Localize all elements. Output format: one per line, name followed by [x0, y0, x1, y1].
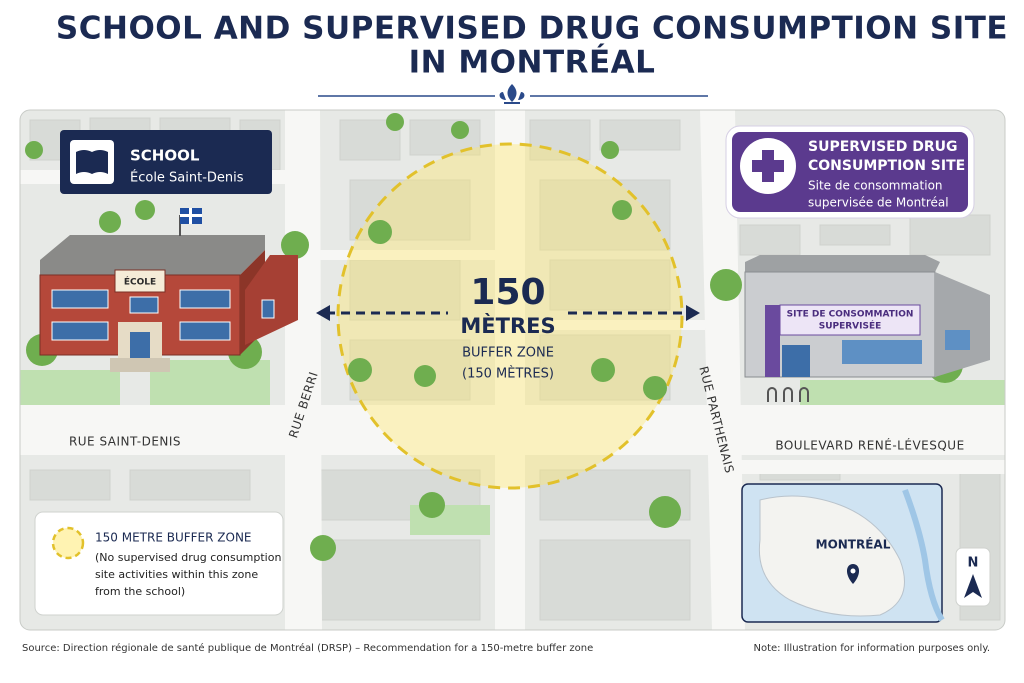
note: Note: Illustration for information purpo…	[753, 643, 990, 654]
school-label: SCHOOL	[130, 147, 200, 165]
map-frame	[19, 109, 1006, 631]
title-line: SCHOOL AND SUPERVISED DRUG CONSUMPTION S…	[56, 11, 1008, 47]
site-sign-line: SUPERVISÉE	[819, 320, 882, 332]
school-building: ÉCOLE	[39, 208, 298, 372]
buffer-distance: 150	[470, 272, 545, 313]
buffer-zone	[336, 142, 684, 490]
north-label: N	[968, 556, 979, 571]
buffer-note: (150 MÈTRES)	[462, 366, 554, 382]
legend-line: (No supervised drug consumption	[95, 551, 281, 564]
legend-line: site activities within this zone	[95, 568, 258, 581]
site-name-line: Site de consommation	[808, 179, 943, 193]
legend-line: from the school)	[95, 585, 185, 598]
trees	[25, 113, 963, 561]
legend: 150 METRE BUFFER ZONE (No supervised dru…	[34, 511, 284, 616]
site-label-line: SUPERVISED DRUG	[808, 139, 958, 155]
title-divider	[318, 84, 708, 104]
site-building: SITE DE CONSOMMATION SUPERVISÉE	[744, 255, 990, 402]
school-callout: SCHOOL École Saint-Denis	[60, 130, 272, 194]
parks	[20, 360, 1005, 535]
source: Source: Direction régionale de santé pub…	[22, 642, 593, 654]
legend-title: 150 METRE BUFFER ZONE	[95, 531, 252, 545]
buffer-unit: MÈTRES	[460, 313, 555, 338]
buffer-label: BUFFER ZONE	[462, 346, 554, 361]
site-sign-line: SITE DE CONSOMMATION	[787, 310, 914, 320]
title-line: IN MONTRÉAL	[409, 45, 656, 81]
inset-map: MONTRÉAL	[741, 483, 945, 623]
site-label-line: CONSUMPTION SITE	[808, 158, 965, 174]
site-callout: SUPERVISED DRUG CONSUMPTION SITE Site de…	[725, 125, 975, 219]
street-label: BOULEVARD RENÉ-LÉVESQUE	[775, 438, 964, 453]
street-label: RUE SAINT-DENIS	[69, 435, 181, 449]
school-name: École Saint-Denis	[130, 170, 244, 186]
site-name-line: supervisée de Montréal	[808, 196, 949, 210]
buffer-arrow	[316, 305, 700, 321]
inset-label: MONTRÉAL	[816, 537, 891, 552]
north-arrow: N	[955, 547, 991, 607]
school-sign: ÉCOLE	[124, 276, 156, 288]
